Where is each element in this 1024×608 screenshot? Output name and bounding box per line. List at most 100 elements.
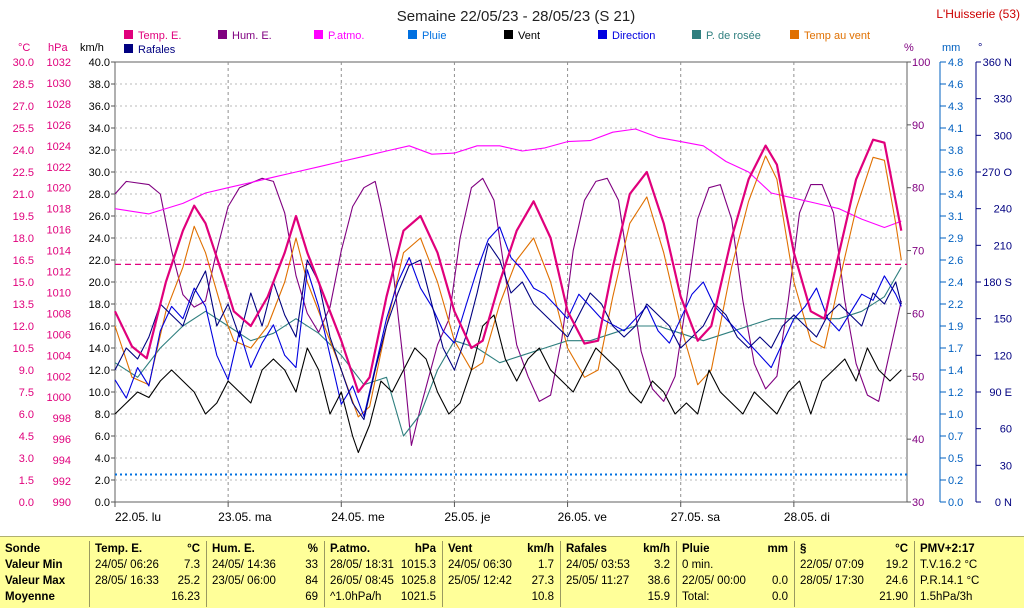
- pressure-tick-label: 1016: [47, 225, 71, 237]
- pressure-tick-label: 1026: [47, 120, 71, 132]
- summary-cell-time: 24/05/ 03:53: [566, 559, 630, 571]
- pressure-tick-label: 1002: [47, 371, 71, 383]
- summary-row: 24/05/ 06:30 1.7: [448, 557, 560, 573]
- legend-swatch-vent: [504, 30, 513, 39]
- rain-tick-label: 3.4: [948, 189, 963, 201]
- rain-tick-label: 0.7: [948, 431, 963, 443]
- summary-header-unit: °C: [187, 543, 200, 555]
- summary-cell-time: 25/05/ 11:27: [566, 575, 630, 587]
- summary-cell-value: 84: [305, 575, 318, 587]
- legend-swatch-rafales: [124, 44, 133, 53]
- rain-tick-label: 4.3: [948, 101, 963, 113]
- legend-label-direction: Direction: [612, 30, 655, 42]
- wind-tick-label: 40.0: [89, 57, 110, 69]
- humidity-tick-label: 40: [912, 434, 924, 446]
- direction-tick-label: 60: [1000, 424, 1012, 436]
- axes: 0.0 0.0 0.0 1.5 2.0 0.2 3.0 4.0 0.5 4.5 6.0 0.7 6.0 8…: [13, 57, 1013, 509]
- summary-row: 21.90: [800, 589, 914, 605]
- summary-row: 28/05/ 16:33 25.2: [95, 573, 206, 589]
- pressure-tick-label: 1032: [47, 57, 71, 69]
- series-line-direction: [114, 226, 902, 417]
- summary-row: 24/05/ 06:26 7.3: [95, 557, 206, 573]
- direction-tick-label: 240: [994, 204, 1012, 216]
- temp-tick-label: 16.5: [13, 255, 34, 267]
- legend-swatch-hum: [218, 30, 227, 39]
- summary-header-text: Temp. E.: [95, 543, 143, 555]
- pressure-tick-label: 1000: [47, 392, 71, 404]
- wind-tick-label: 18.0: [89, 299, 110, 311]
- sonde-row-label: Valeur Max: [5, 575, 66, 587]
- humidity-tick-label: 80: [912, 183, 924, 195]
- wind-tick-label: 10.0: [89, 387, 110, 399]
- temp-tick-label: 13.5: [13, 299, 34, 311]
- summary-header-unit: %: [307, 543, 318, 555]
- summary-cell-value: 21.90: [879, 591, 908, 603]
- wind-tick-label: 32.0: [89, 145, 110, 157]
- pressure-tick-label: 1020: [47, 183, 71, 195]
- rain-tick-label: 2.9: [948, 233, 963, 245]
- summary-cell-time: 24/05/ 06:30: [448, 559, 512, 571]
- wind-tick-label: 16.0: [89, 321, 110, 333]
- summary-cell-time: 24/05/ 14:36: [212, 559, 276, 571]
- summary-column: § °C 22/05/ 07:09 19.2 28/05/ 17:30 24.6 21.90: [795, 541, 915, 607]
- rain-tick-label: 2.2: [948, 299, 963, 311]
- summary-cell-time: 24/05/ 06:26: [95, 559, 159, 571]
- temp-tick-label: 10.5: [13, 343, 34, 355]
- summary-column: Pluie mm 0 min. 22/05/ 00:00 0.0 Total: 0.0: [677, 541, 795, 607]
- summary-row: 28/05/ 18:31 1015.3: [330, 557, 442, 573]
- summary-cell-value: 0.0: [772, 591, 788, 603]
- rain-tick-label: 0.0: [948, 497, 963, 509]
- direction-tick-label: 150: [994, 314, 1012, 326]
- summary-row: 25/05/ 12:42 27.3: [448, 573, 560, 589]
- pressure-tick-label: 1018: [47, 204, 71, 216]
- legend-label-rafales: Rafales: [138, 44, 176, 56]
- summary-row: 15.9: [566, 589, 676, 605]
- summary-column-header: Rafales km/h: [566, 541, 676, 557]
- summary-row: ^1.0hPa/h 1021.5: [330, 589, 442, 605]
- pmv-header: PMV+2:17: [920, 543, 975, 555]
- summary-row: 69: [212, 589, 324, 605]
- temp-tick-label: 21.0: [13, 189, 34, 201]
- summary-cell-value: 0.0: [772, 575, 788, 587]
- legend: Temp. E. Hum. E. P.atmo. Pluie Vent Direction…: [124, 30, 870, 56]
- direction-tick-label: 330: [994, 94, 1012, 106]
- summary-row: 23/05/ 06:00 84: [212, 573, 324, 589]
- temp-tick-label: 4.5: [19, 431, 34, 443]
- pressure-tick-label: 1008: [47, 308, 71, 320]
- summary-column: Vent km/h 24/05/ 06:30 1.7 25/05/ 12:42 27.3 1…: [443, 541, 561, 607]
- summary-cell-time: 0 min.: [682, 559, 714, 571]
- rain-tick-label: 1.2: [948, 387, 963, 399]
- summary-panel: Sonde Valeur Min Valeur Max Moyenne Temp. E.…: [0, 536, 1024, 608]
- direction-tick-label: 90 E: [989, 387, 1012, 399]
- x-tick-label: 26.05. ve: [558, 510, 608, 524]
- x-tick-label: 27.05. sa: [671, 510, 721, 524]
- summary-cell-value: 1.7: [538, 559, 554, 571]
- summary-row: 22/05/ 07:09 19.2: [800, 557, 914, 573]
- axis-unit-labels: °C hPa km/h% mm °: [18, 42, 982, 54]
- legend-swatch-rosee: [692, 30, 701, 39]
- wind-tick-label: 20.0: [89, 277, 110, 289]
- legend-swatch-pluie: [408, 30, 417, 39]
- temp-tick-label: 3.0: [19, 453, 34, 465]
- temp-tick-label: 25.5: [13, 123, 34, 135]
- wind-tick-label: 30.0: [89, 167, 110, 179]
- summary-cell-value: 69: [305, 591, 318, 603]
- wind-unit: km/h: [80, 42, 104, 54]
- temp-tick-label: 0.0: [19, 497, 34, 509]
- rain-tick-label: 3.6: [948, 167, 963, 179]
- legend-label-patmo: P.atmo.: [328, 30, 365, 42]
- summary-cell-time: 28/05/ 16:33: [95, 575, 159, 587]
- rain-tick-label: 3.8: [948, 145, 963, 157]
- temp-tick-label: 12.0: [13, 321, 34, 333]
- series-line-temp: [114, 138, 903, 394]
- series-line-tempvent: [114, 155, 902, 418]
- summary-cell-time: 28/05/ 17:30: [800, 575, 864, 587]
- summary-row: 28/05/ 17:30 24.6: [800, 573, 914, 589]
- direction-tick-label: 360 N: [983, 57, 1012, 69]
- summary-header-text: Vent: [448, 543, 473, 555]
- wind-tick-label: 36.0: [89, 101, 110, 113]
- summary-cell-value: 25.2: [177, 575, 200, 587]
- summary-cell-value: 16.23: [171, 591, 200, 603]
- pressure-tick-label: 1006: [47, 329, 71, 341]
- temp-tick-label: 7.5: [19, 387, 34, 399]
